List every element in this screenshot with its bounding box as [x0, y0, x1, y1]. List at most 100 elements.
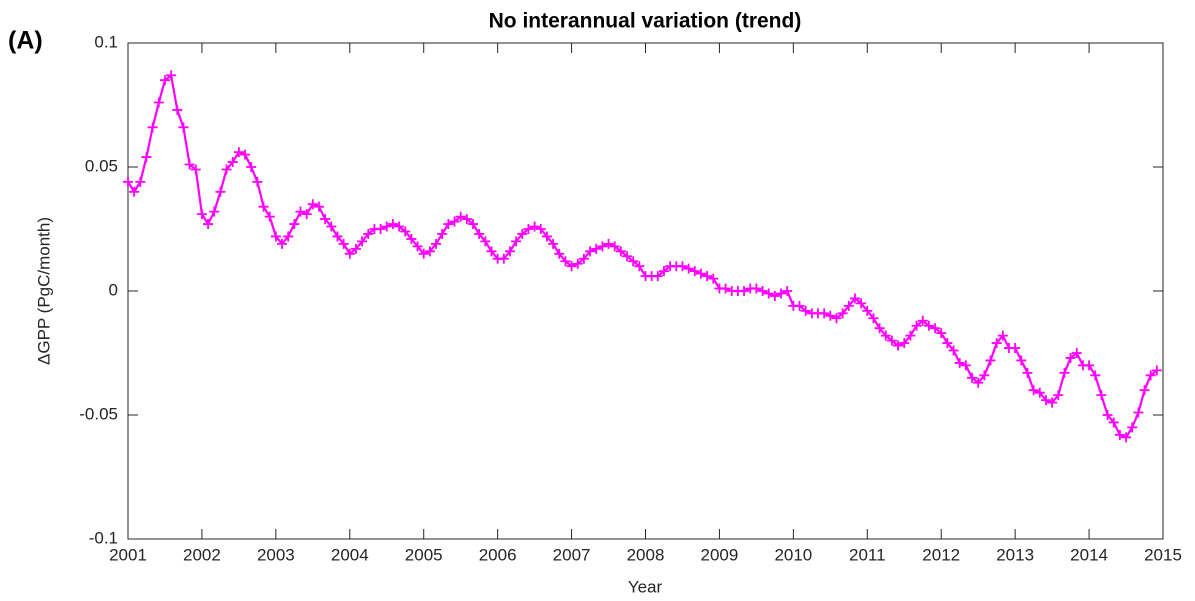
data-marker — [498, 253, 509, 264]
data-marker — [794, 300, 805, 311]
data-marker — [468, 219, 479, 230]
data-marker — [1028, 385, 1039, 396]
data-marker — [782, 286, 793, 296]
data-marker — [123, 176, 133, 187]
data-marker — [517, 228, 528, 239]
data-marker — [942, 338, 953, 349]
data-marker — [917, 315, 928, 326]
data-marker — [313, 201, 324, 212]
data-marker — [739, 286, 750, 296]
data-marker — [1010, 343, 1021, 354]
data-marker — [911, 320, 922, 331]
x-axis-label: Year — [628, 577, 663, 596]
x-tick-label: 2008 — [627, 545, 665, 564]
data-marker — [1102, 410, 1113, 420]
data-marker — [886, 335, 897, 346]
data-marker — [233, 147, 244, 158]
data-marker — [1084, 360, 1095, 371]
data-marker — [800, 305, 811, 316]
data-marker — [991, 338, 1002, 349]
data-marker — [1071, 348, 1082, 358]
data-marker — [1047, 397, 1058, 408]
data-marker — [973, 377, 984, 388]
data-marker — [541, 231, 552, 242]
x-tick-label: 2014 — [1070, 545, 1108, 564]
data-marker — [622, 251, 633, 262]
data-marker — [615, 246, 626, 257]
data-marker — [240, 149, 251, 160]
x-tick-label: 2001 — [109, 545, 147, 564]
data-marker — [387, 219, 398, 230]
x-tick-label: 2005 — [405, 545, 443, 564]
x-tick-label: 2004 — [331, 545, 369, 564]
data-marker — [135, 176, 146, 187]
data-marker — [443, 219, 454, 230]
data-marker — [751, 283, 762, 294]
x-tick-label: 2015 — [1144, 545, 1182, 564]
data-marker — [1151, 365, 1162, 376]
data-marker — [1040, 395, 1051, 406]
data-marker — [196, 209, 207, 220]
data-marker — [344, 248, 355, 259]
data-marker — [295, 206, 306, 217]
data-marker — [591, 243, 602, 254]
data-marker — [979, 370, 990, 381]
data-marker — [677, 261, 688, 272]
data-marker — [449, 216, 460, 227]
data-marker — [1114, 429, 1125, 440]
data-marker — [270, 231, 281, 242]
data-marker — [1133, 407, 1144, 418]
data-marker — [178, 122, 189, 133]
data-marker — [357, 236, 368, 247]
x-tick-label: 2012 — [922, 545, 960, 564]
data-marker — [720, 283, 731, 294]
data-marker — [215, 186, 226, 197]
data-marker — [566, 261, 577, 272]
data-marker — [301, 209, 312, 220]
data-marker — [350, 243, 361, 254]
data-marker — [1145, 370, 1156, 381]
data-marker — [289, 219, 300, 230]
data-marker — [252, 176, 263, 187]
x-tick-label: 2011 — [849, 545, 886, 564]
data-marker — [776, 288, 787, 299]
data-marker — [326, 221, 337, 232]
data-marker — [1096, 390, 1107, 401]
data-marker — [585, 246, 596, 257]
data-marker — [609, 241, 620, 252]
data-marker — [819, 308, 830, 319]
y-tick-label: 0.1 — [94, 32, 118, 51]
data-marker — [837, 308, 848, 319]
data-marker — [209, 206, 220, 217]
data-marker — [437, 228, 448, 239]
x-tick-label: 2010 — [774, 545, 812, 564]
data-marker — [258, 201, 269, 212]
data-marker — [431, 238, 442, 249]
chart-title: No interannual variation (trend) — [489, 10, 802, 33]
y-tick-label: -0.05 — [79, 404, 118, 423]
data-marker — [652, 271, 663, 282]
data-marker — [227, 157, 238, 168]
plot-frame — [127, 42, 1164, 540]
data-marker — [1016, 355, 1027, 366]
x-tick-label: 2007 — [553, 545, 591, 564]
data-marker — [1127, 422, 1138, 433]
data-marker — [153, 97, 164, 108]
data-marker — [141, 152, 152, 163]
data-line — [127, 73, 1158, 439]
x-tick-label: 2013 — [996, 545, 1034, 564]
data-marker — [1022, 367, 1033, 378]
data-marker — [603, 238, 614, 249]
x-tick-label: 2003 — [257, 545, 295, 564]
data-marker — [695, 268, 706, 279]
data-marker — [190, 164, 201, 175]
data-marker — [572, 258, 583, 269]
y-axis-label: ΔGPP (PgC/month) — [34, 217, 53, 365]
data-marker — [1065, 352, 1076, 363]
data-marker — [578, 253, 589, 264]
data-marker — [757, 286, 768, 296]
data-marker — [997, 330, 1008, 341]
data-marker — [893, 340, 904, 351]
data-marker — [1139, 385, 1150, 396]
